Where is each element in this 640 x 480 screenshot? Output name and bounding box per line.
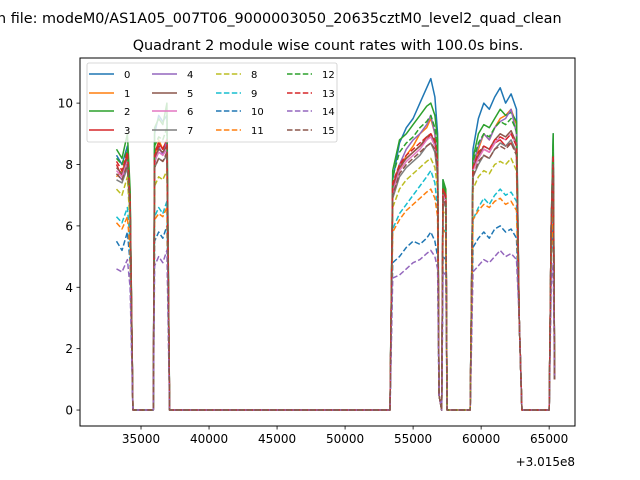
x-tick-label: 50000	[326, 432, 364, 446]
legend-label-15: 15	[322, 126, 335, 137]
axes-frame	[79, 57, 576, 427]
legend-label-13: 13	[322, 89, 335, 100]
series-line-13	[115, 133, 556, 411]
y-tick-label: 6	[65, 219, 73, 233]
legend-box	[86, 62, 338, 143]
y-tick-label: 0	[65, 404, 73, 418]
x-tick-label: 45000	[258, 432, 296, 446]
legend-label-3: 3	[124, 126, 130, 137]
series-line-11	[115, 188, 556, 411]
legend-label-9: 9	[251, 89, 257, 100]
x-tick-label: 65000	[530, 432, 568, 446]
x-axis: 35000 40000 45000 50000 55000 60000 65000	[122, 426, 568, 446]
series-line-15	[115, 142, 556, 411]
legend-label-2: 2	[124, 107, 130, 118]
legend-label-8: 8	[251, 70, 257, 81]
x-tick-label: 55000	[394, 432, 432, 446]
y-tick-label: 4	[65, 281, 73, 295]
legend-label-10: 10	[251, 107, 264, 118]
series-line-9	[115, 169, 556, 411]
legend-label-0: 0	[124, 70, 130, 81]
figure-suptitle: n file: modeM0/AS1A05_007T06_9000003050_…	[0, 11, 562, 27]
legend-label-6: 6	[187, 107, 193, 118]
legend-label-12: 12	[322, 70, 335, 81]
legend-label-1: 1	[124, 89, 130, 100]
y-tick-label: 8	[65, 158, 73, 172]
x-tick-label: 40000	[190, 432, 228, 446]
legend-label-14: 14	[322, 107, 335, 118]
series-line-12	[115, 114, 556, 411]
legend-label-5: 5	[187, 89, 193, 100]
y-tick-label: 2	[65, 342, 73, 356]
y-axis: 0 2 4 6 8 10	[58, 97, 80, 418]
legend-label-4: 4	[187, 70, 193, 81]
chart-title: Quadrant 2 module wise count rates with …	[133, 38, 524, 54]
x-offset-label: +3.015e8	[516, 455, 575, 469]
legend-label-7: 7	[187, 126, 193, 137]
y-tick-label: 10	[58, 97, 73, 111]
series-line-14	[116, 249, 556, 411]
x-tick-label: 60000	[462, 432, 500, 446]
legend-label-11: 11	[251, 126, 264, 137]
x-tick-label: 35000	[122, 432, 160, 446]
